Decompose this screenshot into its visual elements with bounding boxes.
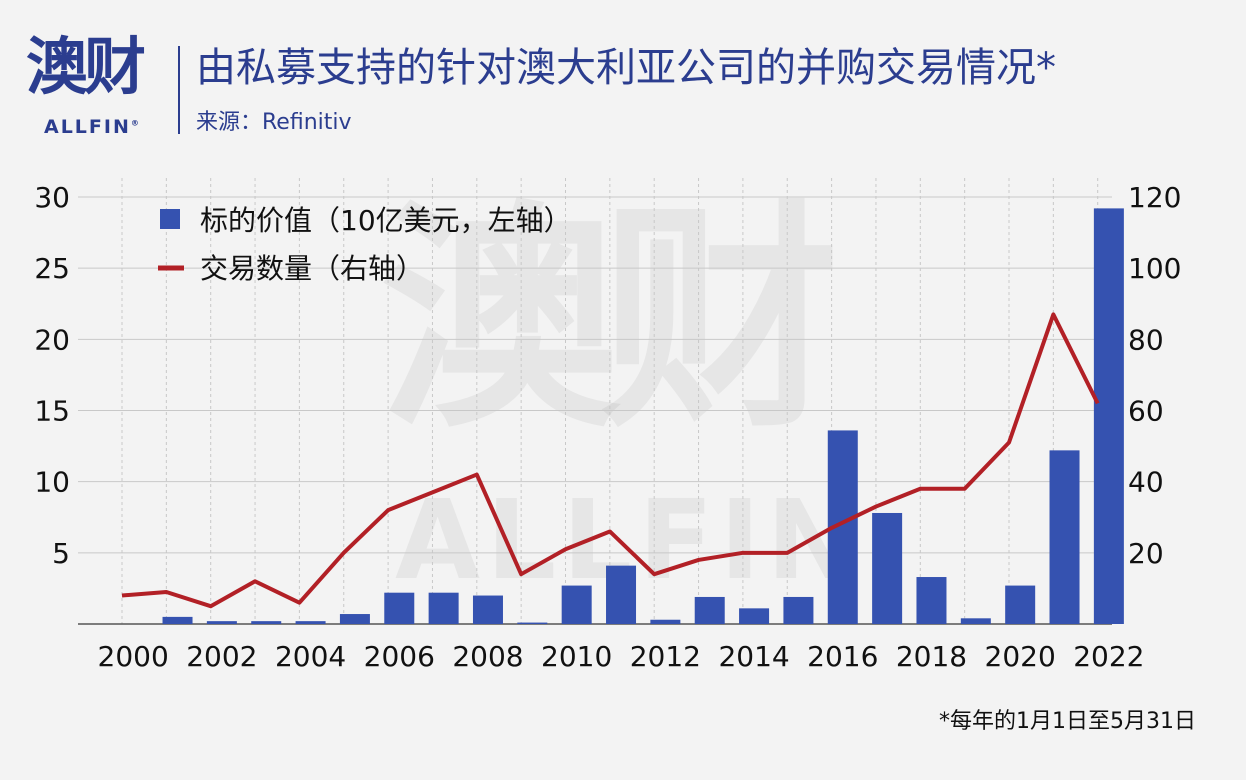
x-tick-label: 2014 bbox=[718, 640, 789, 673]
left-tick-label: 30 bbox=[34, 181, 70, 214]
bar bbox=[1049, 450, 1080, 624]
right-tick-label: 100 bbox=[1128, 252, 1181, 285]
right-tick-label: 40 bbox=[1128, 466, 1164, 499]
left-tick-label: 15 bbox=[34, 395, 70, 428]
legend-bar-label: 标的价值（10亿美元，左轴） bbox=[200, 204, 572, 237]
header: 澳财 ALLFIN® 由私募支持的针对澳大利亚公司的并购交易情况* 来源：Ref… bbox=[0, 0, 1246, 150]
bar bbox=[1093, 208, 1124, 625]
bar bbox=[606, 565, 637, 624]
right-tick-label: 80 bbox=[1128, 323, 1164, 356]
bar bbox=[872, 512, 903, 624]
left-tick-label: 5 bbox=[52, 537, 70, 570]
legend-bar-swatch bbox=[160, 209, 180, 229]
left-tick-label: 25 bbox=[34, 252, 70, 285]
bar bbox=[694, 596, 725, 624]
brand-logo: 澳财 ALLFIN® bbox=[22, 36, 172, 144]
bar bbox=[206, 621, 237, 624]
logo-cn-text: 澳财 bbox=[26, 30, 146, 103]
legend-line-label: 交易数量（右轴） bbox=[200, 252, 424, 285]
x-tick-label: 2020 bbox=[985, 640, 1056, 673]
bar bbox=[561, 585, 592, 624]
x-tick-label: 2000 bbox=[98, 640, 169, 673]
bar bbox=[1005, 585, 1036, 624]
left-tick-label: 10 bbox=[34, 466, 70, 499]
logo-registered-mark: ® bbox=[130, 118, 139, 128]
footnote: *每年的1月1日至5月31日 bbox=[939, 709, 1196, 734]
bar bbox=[472, 595, 503, 624]
x-tick-label: 2022 bbox=[1073, 640, 1144, 673]
bar bbox=[650, 619, 681, 624]
x-tick-label: 2006 bbox=[364, 640, 435, 673]
right-tick-label: 60 bbox=[1128, 395, 1164, 428]
bar bbox=[960, 618, 991, 624]
x-tick-label: 2018 bbox=[896, 640, 967, 673]
bar bbox=[251, 621, 282, 624]
x-axis-ticks: 2000 2002 2004 2006 2008 2010 2012 2014 2016 2018… bbox=[98, 640, 1145, 673]
bar bbox=[295, 621, 326, 624]
bar bbox=[916, 577, 947, 624]
logo-en-text: ALLFIN® bbox=[44, 116, 139, 138]
bar bbox=[384, 592, 415, 624]
chart-title: 由私募支持的针对澳大利亚公司的并购交易情况* bbox=[196, 45, 1056, 91]
chart-source: 来源：Refinitiv bbox=[196, 110, 352, 135]
x-tick-label: 2004 bbox=[275, 640, 346, 673]
x-tick-label: 2010 bbox=[541, 640, 612, 673]
left-axis-ticks: 5 10 15 20 25 30 bbox=[34, 181, 70, 570]
bar bbox=[739, 608, 770, 624]
left-tick-label: 20 bbox=[34, 323, 70, 356]
bar bbox=[339, 614, 370, 624]
right-tick-label: 20 bbox=[1128, 537, 1164, 570]
logo-en-label: ALLFIN bbox=[44, 116, 131, 138]
header-divider bbox=[178, 46, 180, 134]
bar bbox=[517, 622, 548, 624]
x-tick-label: 2002 bbox=[186, 640, 257, 673]
chart-legend: 标的价值（10亿美元，左轴） 交易数量（右轴） bbox=[158, 204, 572, 285]
line-series bbox=[121, 312, 1100, 609]
bar-series bbox=[162, 208, 1124, 625]
x-tick-label: 2008 bbox=[452, 640, 523, 673]
chart-grid bbox=[78, 178, 1112, 625]
bar bbox=[428, 592, 459, 624]
bar bbox=[162, 616, 193, 624]
x-tick-label: 2012 bbox=[630, 640, 701, 673]
right-tick-label: 120 bbox=[1128, 181, 1181, 214]
x-tick-label: 2016 bbox=[807, 640, 878, 673]
bar bbox=[783, 596, 814, 624]
right-axis-ticks: 20 40 60 80 100 120 bbox=[1128, 181, 1181, 570]
